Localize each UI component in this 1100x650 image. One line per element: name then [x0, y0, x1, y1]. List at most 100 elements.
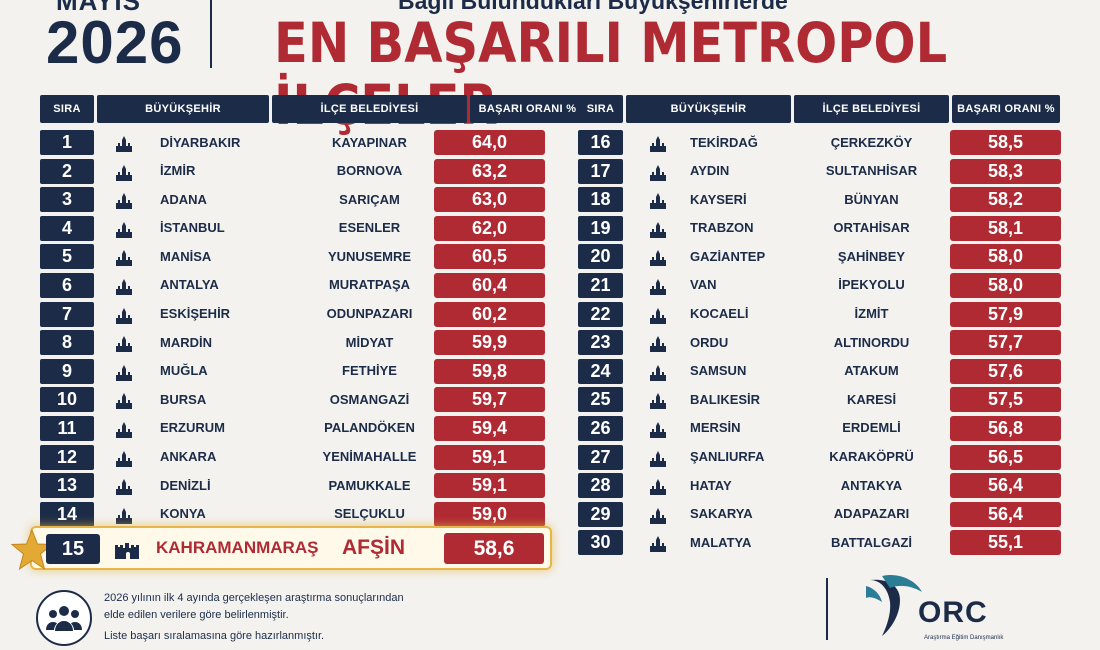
success-rate: 63,0 — [434, 187, 545, 213]
district-name: KARAKÖPRÜ — [829, 449, 914, 465]
landmark-icon — [648, 391, 668, 410]
city-name: HATAY — [690, 477, 732, 493]
rank-badge: 28 — [578, 473, 623, 499]
rank-badge: 9 — [40, 358, 94, 384]
landmark-icon — [114, 363, 134, 381]
people-group-icon — [36, 590, 92, 646]
district-name: PAMUKKALE — [328, 477, 411, 493]
success-rate: 59,7 — [434, 387, 545, 413]
rank-badge: 17 — [578, 158, 623, 184]
district-name: ODUNPAZARI — [326, 306, 413, 322]
rank-badge: 3 — [40, 187, 94, 213]
rank-badge: 20 — [578, 244, 623, 270]
landmark-icon — [114, 134, 134, 152]
landmark-icon — [648, 306, 668, 324]
success-rate: 60,2 — [434, 301, 545, 327]
district-name: KAYAPINAR — [332, 134, 407, 150]
district-name: YENİMAHALLE — [322, 449, 417, 465]
city-name: İZMİR — [160, 163, 196, 179]
highlight-district: AFŞİN — [342, 536, 405, 559]
landmark-icon — [648, 134, 668, 152]
rank-badge: 22 — [578, 301, 623, 327]
landmark-icon — [648, 534, 668, 553]
district-name: ORTAHİSAR — [833, 220, 910, 236]
district-name: MİDYAT — [345, 334, 394, 350]
rank-badge: 24 — [578, 358, 623, 384]
orc-logo-icon — [866, 574, 922, 636]
page-title: EN BAŞARILI METROPOL İLÇELER — [274, 11, 948, 136]
column-header-rate: BAŞARI ORANI % — [470, 95, 585, 123]
success-rate: 57,7 — [950, 330, 1061, 356]
rank-badge: 25 — [578, 387, 623, 413]
city-name: MARDİN — [160, 334, 212, 350]
landmark-icon — [114, 391, 134, 410]
district-name: ALTINORDU — [833, 334, 910, 350]
rank-badge: 4 — [40, 215, 94, 241]
city-name: İSTANBUL — [160, 220, 225, 236]
district-name: ANTAKYA — [840, 477, 903, 493]
rank-badge: 7 — [40, 301, 94, 327]
rank-badge: 15 — [46, 534, 100, 564]
rank-badge: 1 — [40, 130, 94, 155]
city-name: SAKARYA — [690, 506, 753, 522]
landmark-icon — [114, 334, 134, 353]
success-rate: 57,9 — [950, 301, 1061, 327]
district-name: OSMANGAZİ — [329, 391, 410, 407]
district-name: YUNUSEMRE — [327, 248, 412, 264]
landmark-icon — [114, 191, 134, 210]
city-name: ESKİŞEHİR — [160, 306, 231, 322]
success-rate: 59,1 — [434, 473, 545, 499]
success-rate: 60,4 — [434, 272, 545, 298]
landmark-icon — [648, 449, 668, 467]
city-name: TEKİRDAĞ — [690, 134, 758, 150]
highlight-city: KAHRAMANMARAŞ — [156, 538, 319, 557]
district-name: FETHİYE — [342, 363, 397, 379]
castle-icon — [114, 539, 140, 559]
district-name: SARIÇAM — [339, 191, 400, 207]
success-rate: 56,5 — [950, 444, 1061, 470]
city-name: VAN — [690, 277, 717, 293]
district-name: ÇERKEZKÖY — [830, 134, 913, 150]
rank-badge: 26 — [578, 415, 623, 441]
header-divider — [210, 0, 212, 68]
district-name: ATAKUM — [844, 363, 899, 379]
district-name: SELÇUKLU — [334, 506, 405, 522]
city-name: MERSİN — [690, 420, 741, 436]
success-rate: 57,6 — [950, 358, 1061, 384]
rank-badge: 10 — [40, 387, 94, 413]
year-label: 2026 — [46, 9, 184, 76]
city-name: ORDU — [690, 334, 729, 350]
success-rate: 58,3 — [950, 158, 1061, 184]
success-rate: 59,4 — [434, 415, 545, 441]
landmark-icon — [648, 363, 668, 381]
column-header-city: BÜYÜKŞEHİR — [97, 95, 269, 123]
column-header-city: BÜYÜKŞEHİR — [626, 95, 791, 123]
district-name: MURATPAŞA — [328, 277, 411, 293]
highlight-rate: 58,6 — [444, 533, 544, 564]
footer-note: Liste başarı sıralamasına göre hazırlanm… — [104, 630, 325, 642]
city-name: ANTALYA — [160, 277, 219, 293]
logo-text: ORC — [918, 596, 988, 629]
city-name: ADANA — [160, 191, 207, 207]
rank-badge: 5 — [40, 244, 94, 270]
footer-divider — [826, 578, 828, 640]
footer-note: 2026 yılının ilk 4 ayında gerçekleşen ar… — [104, 592, 404, 604]
success-rate: 59,9 — [434, 330, 545, 356]
city-name: MUĞLA — [160, 363, 208, 379]
city-name: KOCAELİ — [690, 306, 749, 322]
rank-badge: 29 — [578, 501, 623, 527]
landmark-icon — [114, 506, 134, 524]
success-rate: 59,1 — [434, 444, 545, 470]
column-header-rank: SIRA — [40, 95, 94, 123]
success-rate: 56,4 — [950, 501, 1061, 527]
landmark-icon — [648, 506, 668, 524]
rank-badge: 23 — [578, 330, 623, 356]
city-name: DENİZLİ — [160, 477, 211, 493]
city-name: DİYARBAKIR — [160, 134, 241, 150]
city-name: BALIKESİR — [690, 391, 761, 407]
highlighted-row: 15 KAHRAMANMARAŞ AFŞİN 58,6 — [10, 526, 552, 571]
rank-badge: 12 — [40, 444, 94, 470]
column-header-district: İLÇE BELEDİYESİ — [794, 95, 949, 123]
city-name: KAYSERİ — [690, 191, 747, 207]
rank-badge: 14 — [40, 501, 94, 527]
